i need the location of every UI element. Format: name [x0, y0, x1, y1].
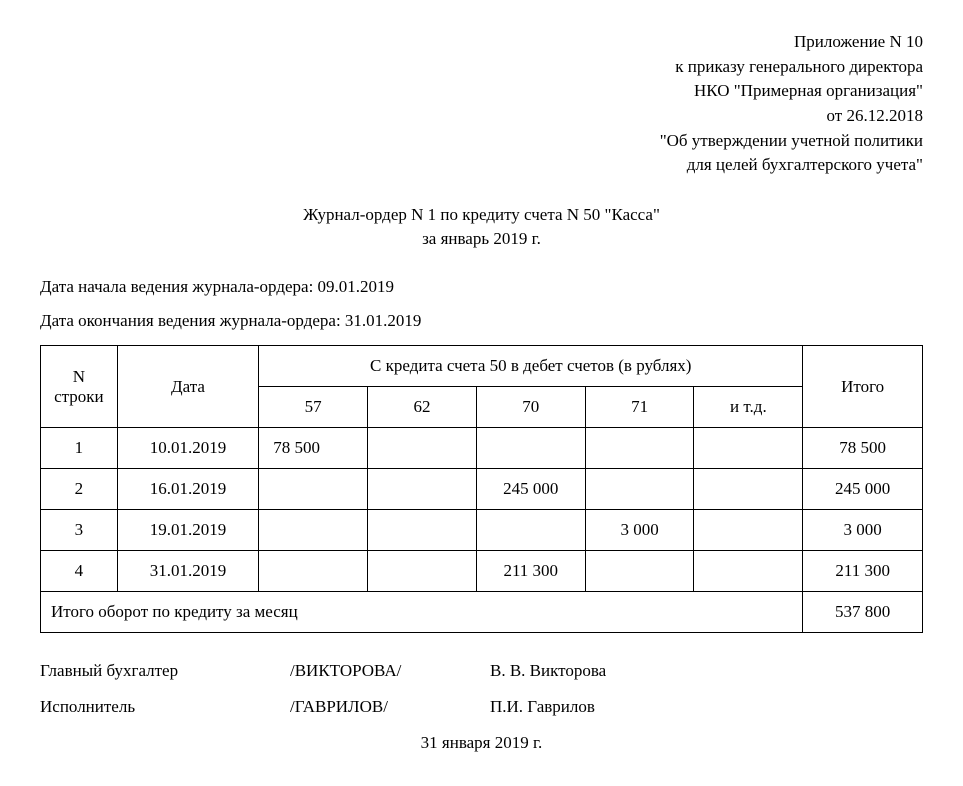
col-n-header: N строки [41, 346, 118, 428]
cell-etc [694, 551, 803, 592]
col-62-header: 62 [368, 387, 477, 428]
cell-70: 245 000 [476, 469, 585, 510]
cell-total: 3 000 [803, 510, 923, 551]
title-line: Журнал-ордер N 1 по кредиту счета N 50 "… [40, 203, 923, 228]
col-credit-span-header: С кредита счета 50 в дебет счетов (в руб… [259, 346, 803, 387]
cell-70 [476, 510, 585, 551]
cell-date: 16.01.2019 [117, 469, 258, 510]
document-title: Журнал-ордер N 1 по кредиту счета N 50 "… [40, 203, 923, 252]
signature-name: П.И. Гаврилов [490, 697, 595, 717]
cell-62 [368, 510, 477, 551]
cell-n: 1 [41, 428, 118, 469]
cell-n: 4 [41, 551, 118, 592]
cell-n: 2 [41, 469, 118, 510]
cell-total: 245 000 [803, 469, 923, 510]
cell-57: 78 500 [259, 428, 368, 469]
signature-row: Исполнитель /ГАВРИЛОВ/ П.И. Гаврилов [40, 697, 923, 717]
col-total-header: Итого [803, 346, 923, 428]
header-line: от 26.12.2018 [40, 104, 923, 129]
cell-etc [694, 510, 803, 551]
table-body: 1 10.01.2019 78 500 78 500 2 16.01.2019 … [41, 428, 923, 633]
cell-70: 211 300 [476, 551, 585, 592]
cell-date: 19.01.2019 [117, 510, 258, 551]
table-row: 3 19.01.2019 3 000 3 000 [41, 510, 923, 551]
title-line: за январь 2019 г. [40, 227, 923, 252]
cell-total: 78 500 [803, 428, 923, 469]
footer-date: 31 января 2019 г. [40, 733, 923, 753]
table-header-row: N строки Дата С кредита счета 50 в дебет… [41, 346, 923, 387]
header-line: НКО "Примерная организация" [40, 79, 923, 104]
col-date-header: Дата [117, 346, 258, 428]
header-line: "Об утверждении учетной политики [40, 129, 923, 154]
cell-57 [259, 551, 368, 592]
cell-57 [259, 469, 368, 510]
col-etc-header: и т.д. [694, 387, 803, 428]
col-71-header: 71 [585, 387, 694, 428]
journal-table: N строки Дата С кредита счета 50 в дебет… [40, 345, 923, 633]
cell-62 [368, 428, 477, 469]
cell-date: 31.01.2019 [117, 551, 258, 592]
journal-end-date: Дата окончания ведения журнала-ордера: 3… [40, 311, 923, 331]
table-footer-row: Итого оборот по кредиту за месяц 537 800 [41, 592, 923, 633]
col-70-header: 70 [476, 387, 585, 428]
cell-etc [694, 428, 803, 469]
header-line: Приложение N 10 [40, 30, 923, 55]
table-row: 2 16.01.2019 245 000 245 000 [41, 469, 923, 510]
cell-71 [585, 551, 694, 592]
footer-label: Итого оборот по кредиту за месяц [41, 592, 803, 633]
signature-row: Главный бухгалтер /ВИКТОРОВА/ В. В. Викт… [40, 661, 923, 681]
cell-62 [368, 469, 477, 510]
cell-70 [476, 428, 585, 469]
cell-71: 3 000 [585, 510, 694, 551]
cell-total: 211 300 [803, 551, 923, 592]
signature-role: Главный бухгалтер [40, 661, 290, 681]
cell-date: 10.01.2019 [117, 428, 258, 469]
signature-role: Исполнитель [40, 697, 290, 717]
signature-slash: /ВИКТОРОВА/ [290, 661, 490, 681]
signature-name: В. В. Викторова [490, 661, 606, 681]
journal-start-date: Дата начала ведения журнала-ордера: 09.0… [40, 277, 923, 297]
table-row: 1 10.01.2019 78 500 78 500 [41, 428, 923, 469]
footer-total: 537 800 [803, 592, 923, 633]
table-row: 4 31.01.2019 211 300 211 300 [41, 551, 923, 592]
cell-71 [585, 428, 694, 469]
header-line: для целей бухгалтерского учета" [40, 153, 923, 178]
cell-etc [694, 469, 803, 510]
signature-slash: /ГАВРИЛОВ/ [290, 697, 490, 717]
cell-71 [585, 469, 694, 510]
col-57-header: 57 [259, 387, 368, 428]
attachment-header: Приложение N 10 к приказу генерального д… [40, 30, 923, 178]
cell-57 [259, 510, 368, 551]
header-line: к приказу генерального директора [40, 55, 923, 80]
cell-62 [368, 551, 477, 592]
cell-n: 3 [41, 510, 118, 551]
